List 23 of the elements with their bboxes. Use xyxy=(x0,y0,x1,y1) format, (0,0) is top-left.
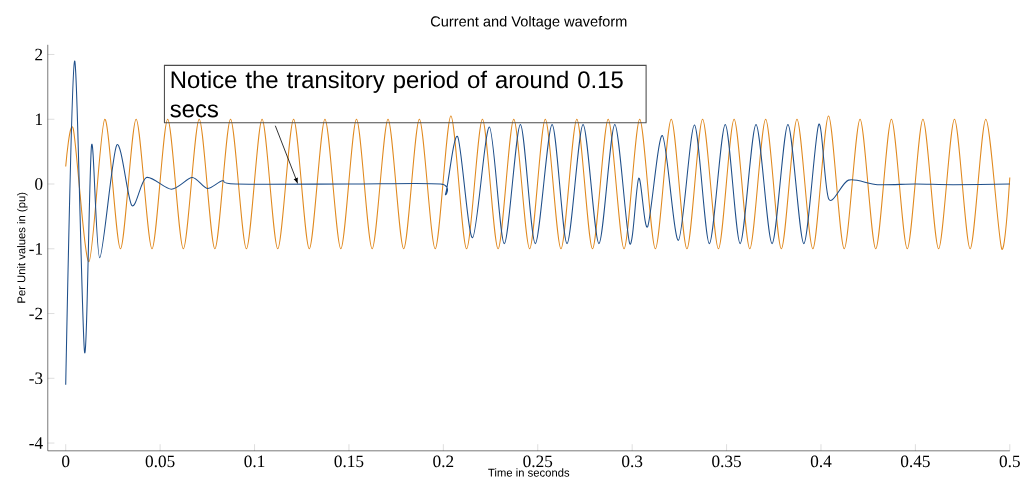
y-tick-label: -3 xyxy=(29,372,43,385)
x-tick-label: 0 xyxy=(62,455,70,468)
y-axis-title: Per Unit values in (pu) xyxy=(17,192,28,303)
x-tick-label: 0.5 xyxy=(999,455,1020,468)
x-tick-label: 0.4 xyxy=(810,455,832,468)
x-axis-title: Time in seconds xyxy=(488,468,570,477)
x-tick-label: 0.25 xyxy=(523,455,553,468)
y-tick-label: 0 xyxy=(35,178,43,191)
chart-title: Current and Voltage waveform xyxy=(430,16,627,30)
y-tick-label: 2 xyxy=(35,48,43,61)
x-tick-label: 0.2 xyxy=(433,455,454,468)
x-tick-label: 0.1 xyxy=(244,455,265,468)
x-tick-label: 0.05 xyxy=(145,455,175,468)
y-tick-label: -1 xyxy=(29,243,43,255)
y-tick-label: -4 xyxy=(29,437,43,449)
x-tick-label: 0.45 xyxy=(900,455,930,468)
x-tick-label: 0.3 xyxy=(622,455,643,468)
y-tick-label: -2 xyxy=(29,308,43,320)
x-tick-label: 0.15 xyxy=(334,455,364,468)
annotation: Notice the transitory period of around 0.15 secs xyxy=(170,70,623,118)
y-tick-label: 1 xyxy=(35,113,43,126)
x-tick-label: 0.35 xyxy=(712,455,741,468)
line-series xyxy=(65,60,1011,386)
